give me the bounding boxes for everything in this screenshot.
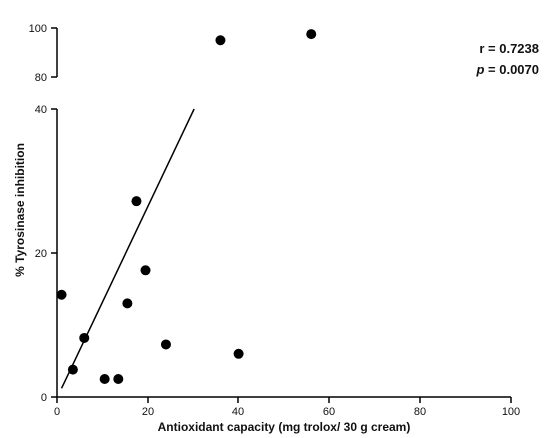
p-value-text: = 0.0070: [484, 62, 539, 77]
y-tick-label-80: 80: [35, 72, 47, 84]
x-tick-label-0: 0: [54, 406, 60, 418]
upper-y-axis: 100 80: [29, 23, 58, 84]
x-tick-label-60: 60: [323, 406, 335, 418]
x-tick-label-100: 100: [502, 406, 520, 418]
data-point-2: [67, 364, 78, 375]
data-point-11: [233, 348, 244, 359]
data-point-7: [131, 196, 142, 207]
data-point-4: [99, 374, 110, 384]
data-point-5: [113, 374, 124, 384]
x-tick-label-40: 40: [232, 406, 244, 418]
r-value-annotation: r = 0.7238: [479, 41, 539, 56]
y-tick-label-20: 20: [35, 248, 47, 260]
x-tick-label-80: 80: [414, 406, 426, 418]
data-point-8: [140, 265, 151, 276]
x-axis-title: Antioxidant capacity (mg trolox/ 30 g cr…: [158, 420, 411, 434]
y-tick-label-40: 40: [35, 104, 47, 116]
data-point-3: [79, 332, 90, 343]
data-point-12: [306, 29, 317, 40]
x-axis: 0 20 40 60 80 100: [54, 396, 520, 418]
y-tick-label-0: 0: [41, 392, 47, 404]
y-axis-title: % Tyrosinase inhibition: [13, 143, 27, 277]
data-point-9: [160, 339, 171, 350]
x-tick-label-20: 20: [142, 406, 154, 418]
y-tick-label-100: 100: [29, 23, 47, 35]
trendline-layer: [60, 108, 195, 389]
lower-y-axis: 40 20 0: [35, 104, 58, 404]
points-layer: [56, 29, 317, 384]
regression-line: [60, 108, 195, 389]
p-value-annotation: p = 0.0070: [475, 62, 539, 77]
data-point-6: [122, 298, 133, 309]
data-point-1: [56, 289, 67, 300]
data-point-10: [215, 35, 226, 46]
p-symbol: p: [475, 62, 484, 77]
